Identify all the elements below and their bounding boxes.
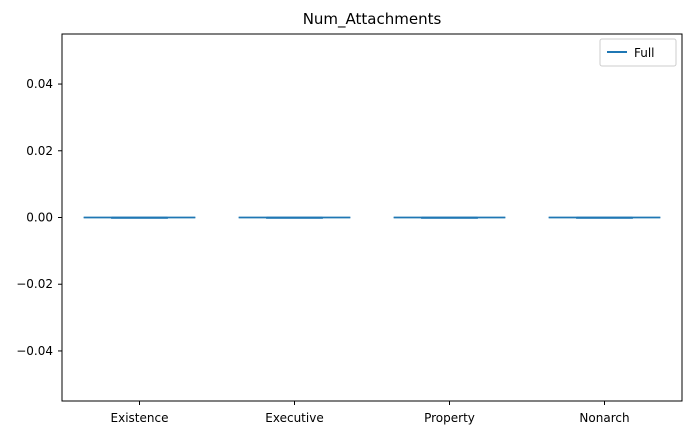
y-tick-label: 0.00 bbox=[26, 211, 53, 225]
box-property bbox=[393, 216, 506, 219]
x-tick-label: Existence bbox=[111, 411, 169, 425]
x-tick-label: Property bbox=[424, 411, 475, 425]
box-series bbox=[83, 216, 661, 219]
y-tick-label: 0.04 bbox=[26, 77, 53, 91]
x-tick-label: Executive bbox=[265, 411, 323, 425]
legend-frame bbox=[599, 38, 677, 67]
y-tick-label: −0.02 bbox=[16, 277, 53, 291]
box-existence bbox=[83, 216, 196, 219]
y-tick-label: 0.02 bbox=[26, 144, 53, 158]
box-executive bbox=[238, 216, 351, 219]
y-axis: −0.04 −0.02 0.00 0.02 0.04 bbox=[16, 77, 62, 358]
x-tick-label: Nonarch bbox=[579, 411, 629, 425]
y-tick-label: −0.04 bbox=[16, 344, 53, 358]
x-axis: Existence Executive Property Nonarch bbox=[111, 401, 630, 425]
chart-title: Num_Attachments bbox=[303, 10, 442, 29]
box-nonarch bbox=[548, 216, 661, 219]
legend: Full bbox=[599, 38, 677, 67]
legend-label-full: Full bbox=[634, 46, 655, 60]
